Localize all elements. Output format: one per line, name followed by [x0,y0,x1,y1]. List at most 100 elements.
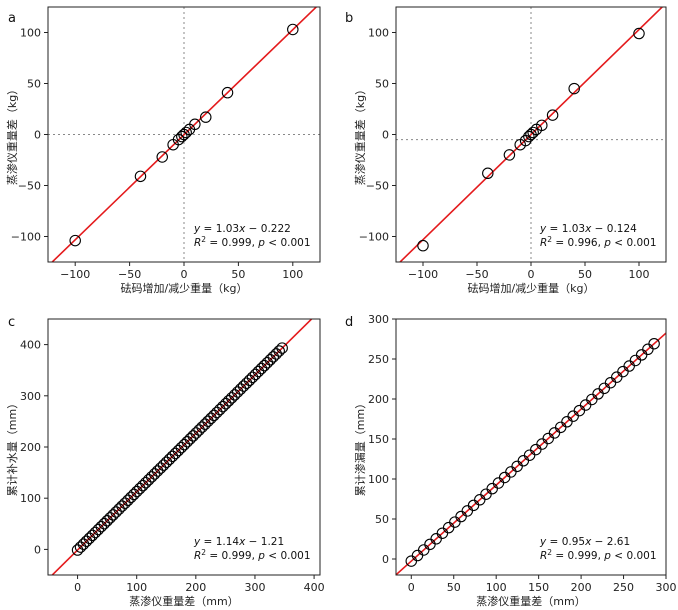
data-point [142,474,155,486]
data-point [633,27,645,40]
data-point [190,427,202,439]
y-axis-label: 蒸渗仪重量差（kg） [353,84,367,185]
data-point [202,415,214,427]
data-point [180,126,192,139]
x-tick-label: 0 [181,268,188,281]
x-tick-label: 0 [74,581,81,594]
data-point [255,362,268,375]
fit-line [398,7,664,262]
data-point [113,503,125,515]
y-tick-label: −100 [11,231,41,244]
data-point [270,348,282,360]
panel-letter: a [8,11,16,26]
x-tick-label: 400 [304,581,325,594]
data-point [116,500,128,512]
data-point [131,485,143,498]
y-tick-label: 100 [20,27,41,40]
y-axis-label: 蒸渗仪重量差（kg） [5,84,19,185]
x-tick-label: 100 [629,268,650,281]
x-axis-label: 蒸渗仪重量差（mm） [129,594,238,608]
fit-statistics: R2 = 0.999, p < 0.001 [194,548,311,562]
data-point [163,453,176,466]
data-point [249,368,262,381]
data-point [225,392,238,404]
y-tick-label: −100 [359,231,389,244]
x-tick-label: 250 [613,581,634,594]
panel-c: c 0 100 200 300 400 0 100 200 300 400 蒸渗仪重量差（mm） 累计补… [6,315,325,608]
data-point [648,337,660,350]
x-axis-label: 砝码增加/减少重量（kg） [120,281,247,295]
fit-equation: y = 1.14x − 1.21 [193,536,284,548]
data-point [193,424,205,436]
y-tick-label: 50 [27,78,41,91]
data-point [287,23,299,36]
data-point [151,465,164,477]
data-point [214,403,226,416]
y-tick-label: 0 [382,129,389,142]
data-point [482,167,494,180]
data-point [523,130,535,143]
data-point [267,351,280,363]
data-point [417,239,429,252]
data-point [169,447,182,460]
x-tick-label: 50 [447,581,461,594]
panel-letter: b [345,11,353,26]
y-tick-label: −50 [18,180,41,193]
data-point [234,383,247,395]
x-axis-label: 砝码增加/减少重量（kg） [467,281,594,295]
data-point [148,468,161,480]
y-tick-label: 100 [20,492,41,505]
data-point [107,509,119,521]
y-tick-label: 300 [20,390,41,403]
data-point [536,119,548,132]
data-point [189,118,201,131]
data-point [77,538,90,550]
y-tick-label: 0 [34,129,41,142]
panel-letter: d [345,315,353,330]
data-point [89,526,102,539]
data-point [220,397,232,410]
data-point [166,450,179,463]
data-point [104,512,116,524]
data-point [176,130,188,143]
data-point [137,479,149,492]
data-point [92,523,105,536]
data-point [125,491,137,504]
y-tick-label: 250 [368,353,389,366]
data-point [69,234,81,247]
x-tick-label: −50 [118,268,141,281]
data-point [261,356,274,369]
data-point [237,380,250,392]
data-point [276,342,288,354]
fit-equation: y = 0.95x − 2.61 [539,536,630,548]
y-tick-label: 50 [375,78,389,91]
data-point [80,535,93,547]
data-point [568,82,580,95]
data-point [156,151,168,163]
data-point [217,400,229,413]
y-tick-label: 150 [368,433,389,446]
data-point [175,441,188,454]
data-point [98,517,111,530]
data-point [187,430,199,442]
data-point [252,365,265,378]
x-axis-label: 蒸渗仪重量差（mm） [476,594,585,608]
panel-d: d 0 50 100 150 200 250 300 0 50 100 150 200 250 300 蒸渗仪… [345,313,677,608]
x-tick-label: 50 [578,268,592,281]
data-point [200,111,212,123]
data-point [160,456,173,468]
x-tick-label: −100 [60,268,90,281]
data-point [95,520,108,533]
data-point [157,459,170,471]
x-tick-label: −100 [408,268,438,281]
data-point [74,541,87,553]
fit-line [51,7,318,262]
data-point [199,418,211,430]
data-point [196,421,208,433]
data-point [221,86,234,99]
data-point [86,529,99,542]
data-point [128,488,140,501]
data-point [527,126,539,139]
y-axis-label: 累计渗漏量（mm） [353,398,367,496]
x-tick-label: 100 [282,268,303,281]
